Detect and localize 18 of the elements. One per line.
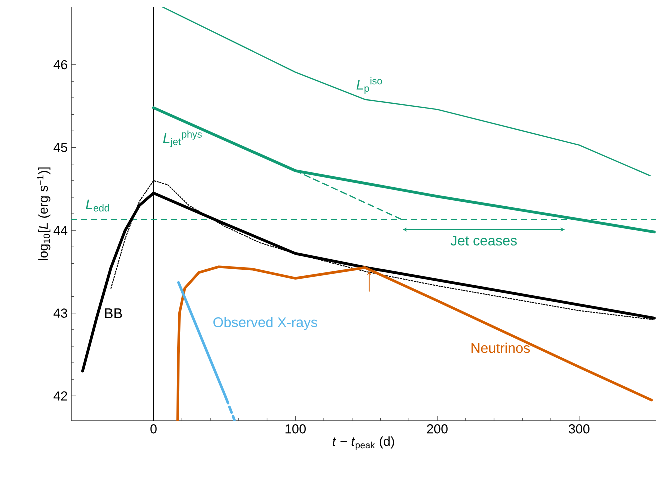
y-tick-label: 42 xyxy=(54,392,68,401)
y-tick-label: 43 xyxy=(54,308,68,318)
x-axis-title: t − t$_{peak}$ (d) xyxy=(333,436,394,450)
series-label: L$_{jet}$phys xyxy=(163,130,202,148)
y-tick-label: 44 xyxy=(54,226,68,236)
x-tick-label: 200 xyxy=(427,424,448,434)
series-label: BB xyxy=(105,308,122,318)
y-axis-title: log$_{10}$[L (erg s$^{−1}$)] xyxy=(37,168,51,260)
y-tick-label: 46 xyxy=(54,60,68,70)
x-tick-label: 300 xyxy=(569,424,590,434)
annotation: Jet ceases xyxy=(450,236,517,246)
x-tick-label: 0 xyxy=(150,424,157,434)
ref-line-label: L$_{edd}$ xyxy=(86,200,110,212)
series-label: L$_{p}$iso xyxy=(356,77,382,94)
series-label: Neutrinos xyxy=(472,342,530,354)
y-tick-label: 45 xyxy=(54,143,68,152)
series-label: Observed X-rays xyxy=(214,317,318,330)
x-tick-label: 100 xyxy=(286,424,306,434)
